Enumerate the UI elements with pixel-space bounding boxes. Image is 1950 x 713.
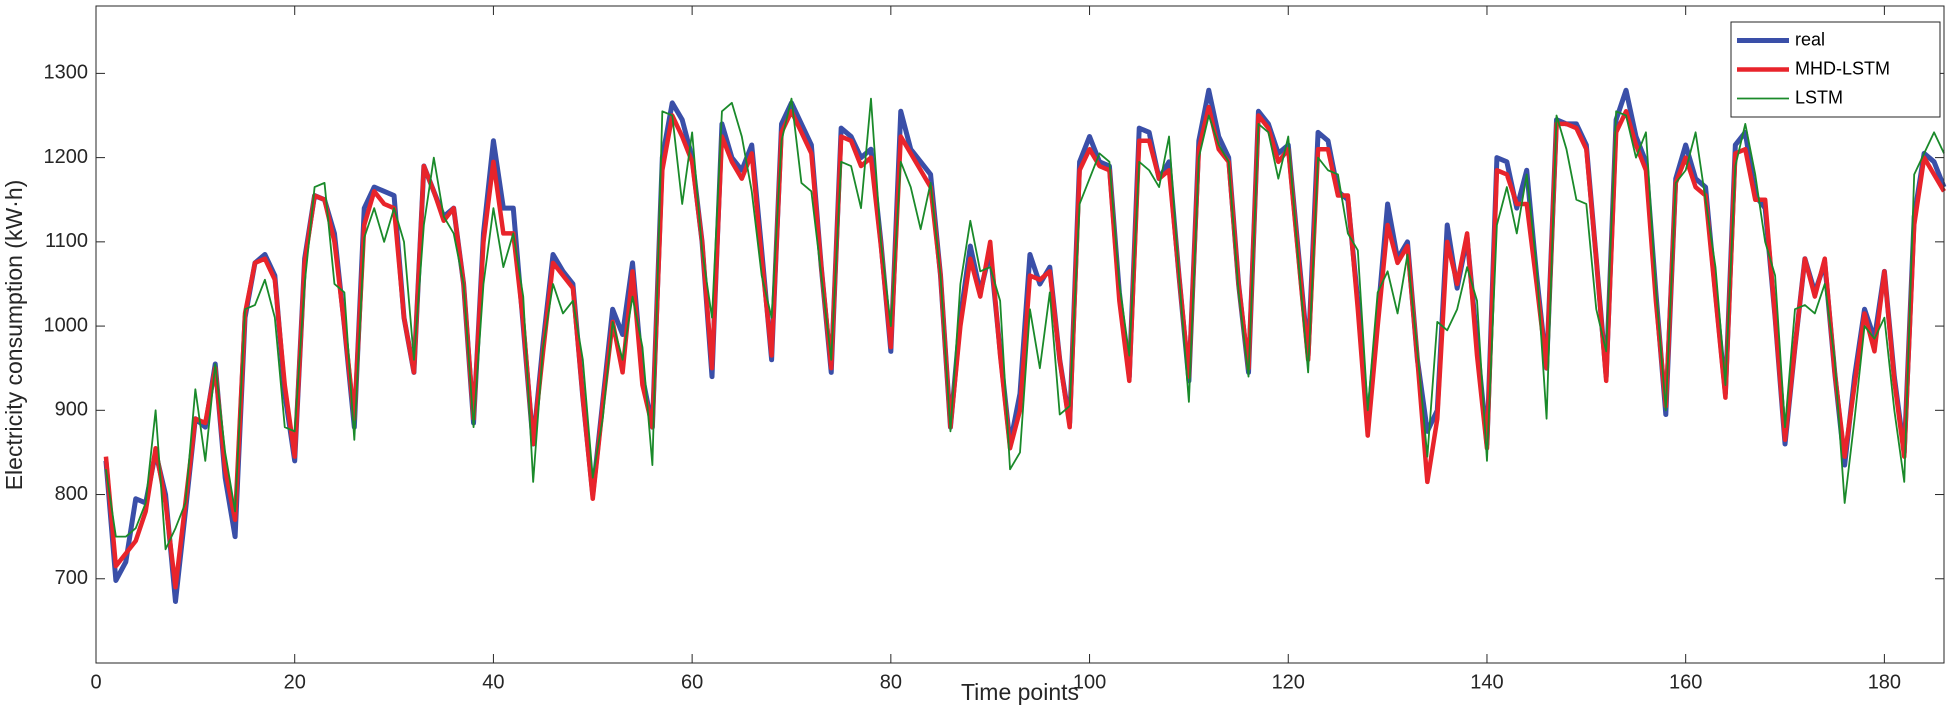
legend-label: real — [1795, 29, 1825, 49]
x-tick-label: 180 — [1868, 671, 1901, 693]
legend-label: MHD-LSTM — [1795, 58, 1890, 78]
series-line — [105, 97, 1945, 551]
series-line — [103, 104, 1946, 590]
x-tick-label: 80 — [880, 671, 902, 693]
x-tick-label: 0 — [90, 671, 101, 693]
x-tick-label: 120 — [1272, 671, 1305, 693]
y-tick-label: 1100 — [45, 230, 88, 252]
y-axis-label: Electricity consumption (kW·h) — [1, 180, 27, 491]
y-tick-label: 1200 — [44, 146, 89, 168]
plot-area — [96, 6, 1944, 663]
y-tick-label: 1300 — [44, 62, 89, 84]
x-tick-label: 40 — [482, 671, 504, 693]
x-tick-label: 60 — [681, 671, 703, 693]
x-tick-label: 160 — [1669, 671, 1702, 693]
y-tick-label: 800 — [55, 483, 88, 505]
y-tick-label: 700 — [55, 567, 88, 589]
x-tick-label: 100 — [1073, 671, 1106, 693]
legend-label: LSTM — [1795, 87, 1843, 107]
y-tick-label: 1000 — [44, 314, 89, 336]
x-tick-label: 20 — [284, 671, 306, 693]
axes-box — [95, 5, 1945, 664]
x-axis-label: Time points — [961, 679, 1079, 705]
y-tick-label: 900 — [55, 399, 88, 421]
x-tick-label: 140 — [1470, 671, 1503, 693]
